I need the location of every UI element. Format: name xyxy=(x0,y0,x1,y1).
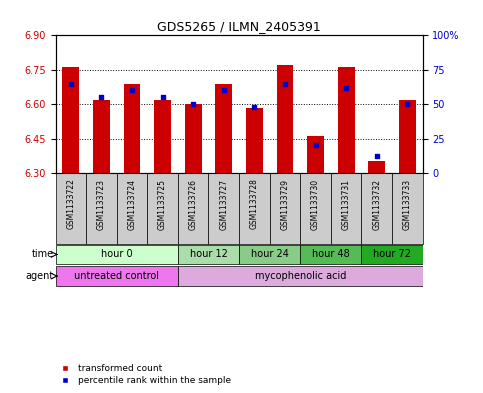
Text: agent: agent xyxy=(26,271,54,281)
Point xyxy=(67,81,75,87)
Bar xyxy=(117,173,147,244)
Text: GSM1133731: GSM1133731 xyxy=(341,178,351,230)
Text: mycophenolic acid: mycophenolic acid xyxy=(255,271,346,281)
Bar xyxy=(361,245,423,264)
Point xyxy=(281,81,289,87)
Bar xyxy=(124,84,141,173)
Text: GSM1133730: GSM1133730 xyxy=(311,178,320,230)
Point xyxy=(128,87,136,94)
Text: GSM1133733: GSM1133733 xyxy=(403,178,412,230)
Point xyxy=(373,153,381,160)
Bar xyxy=(369,162,385,173)
Point xyxy=(98,94,105,101)
Text: GSM1133726: GSM1133726 xyxy=(189,178,198,230)
Bar xyxy=(300,245,361,264)
Bar xyxy=(209,173,239,244)
Bar xyxy=(154,99,171,173)
Text: untreated control: untreated control xyxy=(74,271,159,281)
Bar xyxy=(185,104,201,173)
Title: GDS5265 / ILMN_2405391: GDS5265 / ILMN_2405391 xyxy=(157,20,321,33)
Text: hour 12: hour 12 xyxy=(189,250,227,259)
Bar xyxy=(239,245,300,264)
Bar xyxy=(93,99,110,173)
Bar xyxy=(86,173,117,244)
Bar xyxy=(178,266,423,286)
Bar xyxy=(147,173,178,244)
Bar xyxy=(300,173,331,244)
Text: hour 24: hour 24 xyxy=(251,250,289,259)
Text: time: time xyxy=(32,250,54,259)
Legend: transformed count, percentile rank within the sample: transformed count, percentile rank withi… xyxy=(53,360,235,389)
Bar xyxy=(56,173,86,244)
Point xyxy=(220,87,227,94)
Bar xyxy=(56,245,178,264)
Bar xyxy=(215,84,232,173)
Point xyxy=(342,84,350,91)
Bar xyxy=(246,108,263,173)
Text: GSM1133723: GSM1133723 xyxy=(97,178,106,230)
Bar xyxy=(399,99,416,173)
Bar xyxy=(270,173,300,244)
Point xyxy=(312,142,319,149)
Bar xyxy=(239,173,270,244)
Point xyxy=(403,101,411,107)
Point xyxy=(159,94,167,101)
Bar xyxy=(338,68,355,173)
Bar xyxy=(62,68,79,173)
Bar xyxy=(307,136,324,173)
Text: GSM1133727: GSM1133727 xyxy=(219,178,228,230)
Text: GSM1133732: GSM1133732 xyxy=(372,178,381,230)
Text: GSM1133722: GSM1133722 xyxy=(66,178,75,230)
Bar xyxy=(277,65,293,173)
Bar xyxy=(178,245,239,264)
Point xyxy=(189,101,197,107)
Text: hour 72: hour 72 xyxy=(373,250,411,259)
Bar xyxy=(56,266,178,286)
Bar xyxy=(178,173,209,244)
Text: GSM1133725: GSM1133725 xyxy=(158,178,167,230)
Text: hour 0: hour 0 xyxy=(101,250,132,259)
Text: GSM1133729: GSM1133729 xyxy=(281,178,289,230)
Point xyxy=(251,104,258,110)
Text: GSM1133728: GSM1133728 xyxy=(250,178,259,230)
Bar xyxy=(331,173,361,244)
Bar xyxy=(361,173,392,244)
Text: hour 48: hour 48 xyxy=(312,250,350,259)
Bar xyxy=(392,173,423,244)
Text: GSM1133724: GSM1133724 xyxy=(128,178,137,230)
